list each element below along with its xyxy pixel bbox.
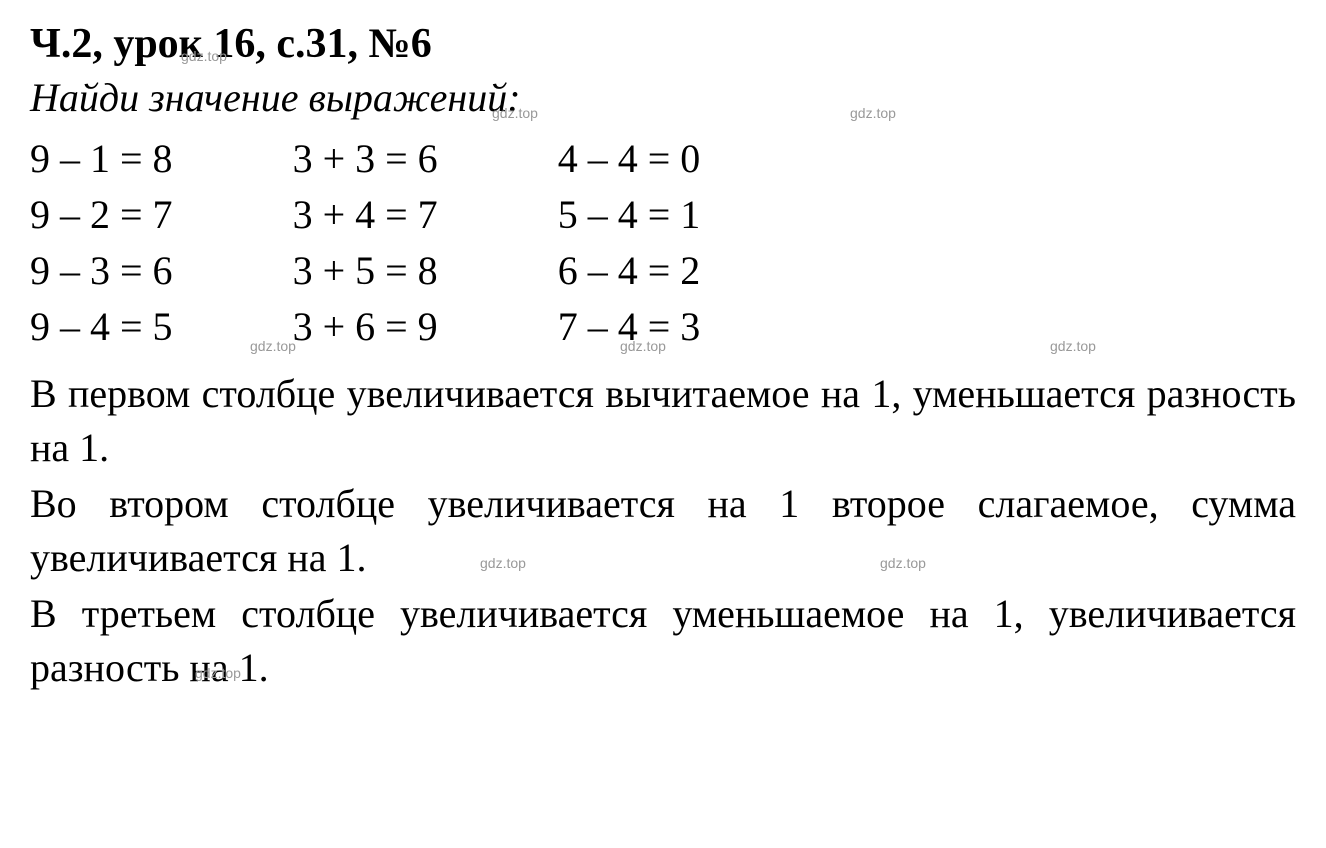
equation: 3 + 4 = 7 [293,187,438,243]
explanation-paragraph: В первом столбце увеличивается вычитаемо… [30,367,1296,475]
equation: 6 – 4 = 2 [558,243,701,299]
explanation-paragraph: В третьем столбце увеличивается уменьшае… [30,587,1296,695]
lesson-title: Ч.2, урок 16, с.31, №6 [30,20,1296,68]
equation-column-2: 3 + 3 = 6 3 + 4 = 7 3 + 5 = 8 3 + 6 = 9 [293,131,438,355]
equation-column-3: 4 – 4 = 0 5 – 4 = 1 6 – 4 = 2 7 – 4 = 3 [558,131,701,355]
equation: 5 – 4 = 1 [558,187,701,243]
equation: 9 – 2 = 7 [30,187,173,243]
equation: 4 – 4 = 0 [558,131,701,187]
equation: 9 – 4 = 5 [30,299,173,355]
equation-column-1: 9 – 1 = 8 9 – 2 = 7 9 – 3 = 6 9 – 4 = 5 [30,131,173,355]
equation: 3 + 3 = 6 [293,131,438,187]
equation: 3 + 5 = 8 [293,243,438,299]
task-subtitle: Найди значение выражений: [30,74,1296,121]
explanation-paragraph: Во втором столбце увеличивается на 1 вто… [30,477,1296,585]
explanation-text: В первом столбце увеличивается вычитаемо… [30,367,1296,695]
equation: 3 + 6 = 9 [293,299,438,355]
equation: 9 – 1 = 8 [30,131,173,187]
equations-grid: 9 – 1 = 8 9 – 2 = 7 9 – 3 = 6 9 – 4 = 5 … [30,131,1296,355]
equation: 7 – 4 = 3 [558,299,701,355]
equation: 9 – 3 = 6 [30,243,173,299]
